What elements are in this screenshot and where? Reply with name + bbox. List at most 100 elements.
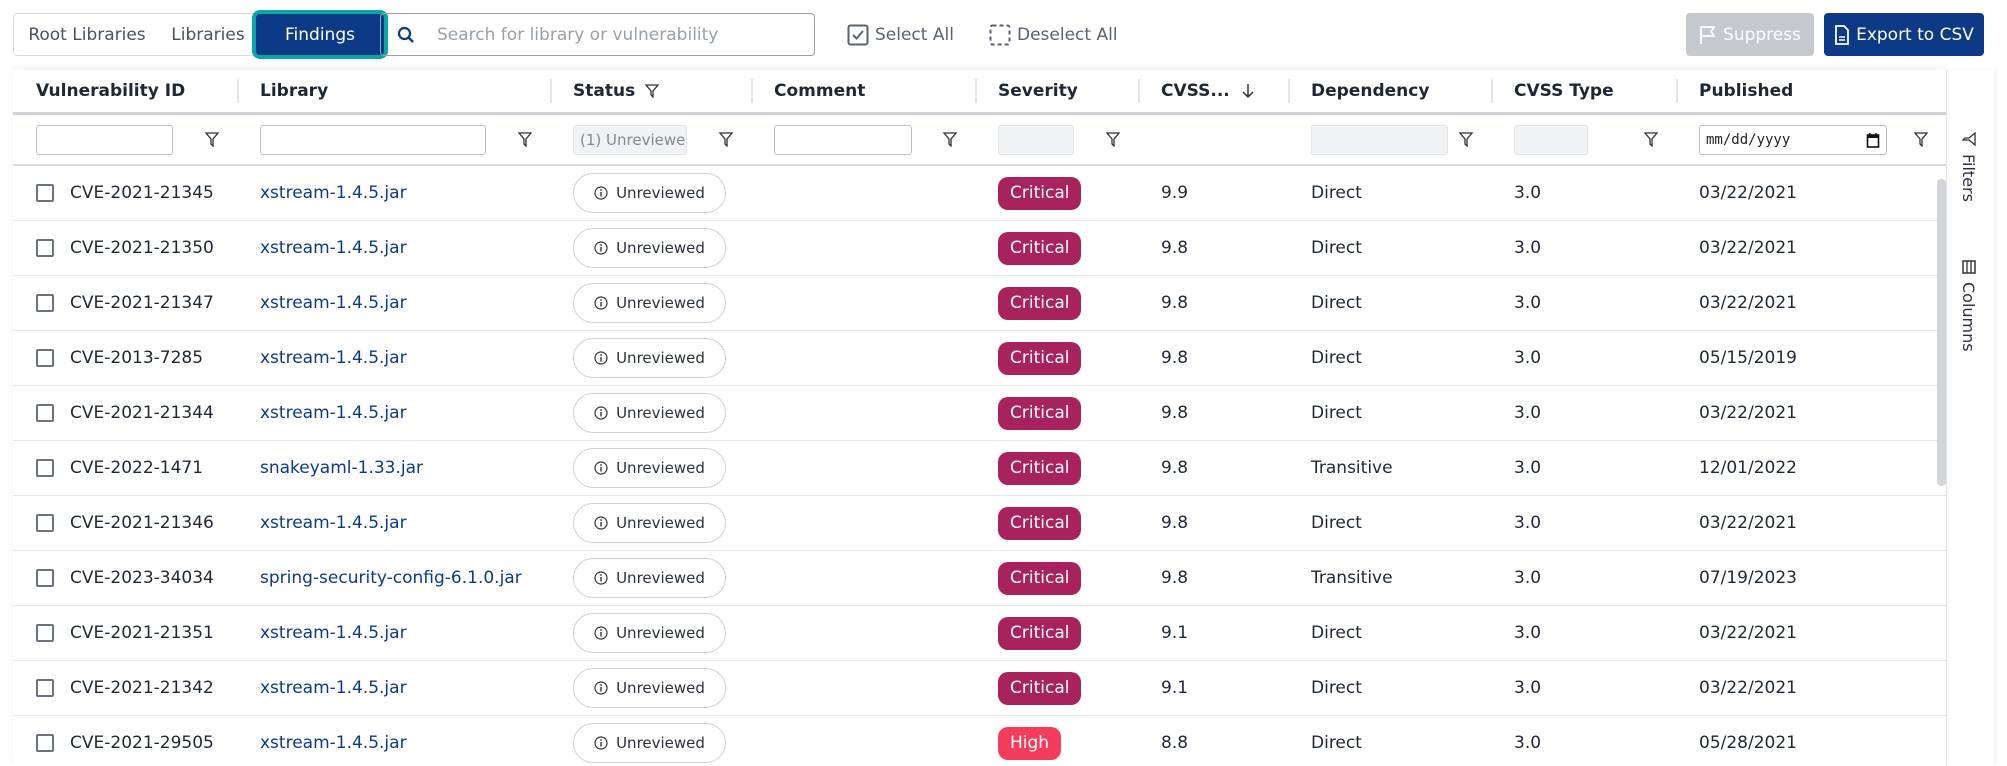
library-link[interactable]: snakeyaml-1.33.jar [260, 458, 424, 478]
tab-root-libraries[interactable]: Root Libraries [13, 13, 161, 56]
suppress-button[interactable]: Suppress [1686, 13, 1814, 56]
cell-cvss: 9.8 [1138, 276, 1288, 330]
vertical-scrollbar[interactable] [1937, 166, 1946, 766]
library-link[interactable]: xstream-1.4.5.jar [260, 183, 407, 203]
col-dependency[interactable]: Dependency [1288, 70, 1491, 112]
filter-icon[interactable] [1106, 132, 1120, 147]
library-link[interactable]: xstream-1.4.5.jar [260, 403, 407, 423]
col-cvss-type[interactable]: CVSS Type [1491, 70, 1676, 112]
filter-icon[interactable] [719, 132, 733, 147]
cell-status: Unreviewed [550, 496, 751, 550]
library-link[interactable]: xstream-1.4.5.jar [260, 238, 407, 258]
cvss-score: 9.8 [1161, 348, 1189, 368]
status-button[interactable]: Unreviewed [573, 668, 726, 708]
cvss-type: 3.0 [1514, 403, 1542, 423]
library-link[interactable]: xstream-1.4.5.jar [260, 293, 407, 313]
filter-icon[interactable] [1914, 132, 1928, 147]
col-vulnerability-id[interactable]: Vulnerability ID [13, 70, 237, 112]
table-row[interactable]: CVE-2021-21350 xstream-1.4.5.jar Unrevie… [13, 221, 1946, 276]
cell-library: xstream-1.4.5.jar [237, 716, 550, 766]
table-row[interactable]: CVE-2021-29505 xstream-1.4.5.jar Unrevie… [13, 716, 1946, 766]
row-checkbox[interactable] [36, 184, 54, 202]
filter-icon[interactable] [518, 132, 532, 147]
status-button[interactable]: Unreviewed [573, 173, 726, 213]
row-checkbox[interactable] [36, 734, 54, 752]
status-filter[interactable]: (1) Unreviewe [573, 124, 687, 155]
library-filter[interactable] [260, 124, 486, 155]
deselect-all-button[interactable]: Deselect All [989, 13, 1118, 56]
vulnerability-id-filter[interactable] [36, 124, 173, 155]
calendar-icon[interactable] [1866, 132, 1880, 148]
row-checkbox[interactable] [36, 294, 54, 312]
cell-comment [751, 276, 975, 330]
comment-filter[interactable] [774, 124, 912, 155]
col-published[interactable]: Published [1676, 70, 1946, 112]
status-button[interactable]: Unreviewed [573, 228, 726, 268]
date-placeholder: mm/dd/yyyy [1706, 131, 1791, 148]
row-checkbox[interactable] [36, 624, 54, 642]
library-link[interactable]: xstream-1.4.5.jar [260, 348, 407, 368]
cell-published: 03/22/2021 [1676, 386, 1946, 440]
cell-status: Unreviewed [550, 276, 751, 330]
scrollbar-thumb[interactable] [1937, 179, 1946, 486]
cell-library: xstream-1.4.5.jar [237, 606, 550, 660]
status-label: Unreviewed [616, 404, 705, 422]
row-checkbox[interactable] [36, 459, 54, 477]
select-all-button[interactable]: Select All [847, 13, 954, 56]
tab-findings[interactable]: Findings [256, 14, 384, 55]
status-button[interactable]: Unreviewed [573, 338, 726, 378]
library-link[interactable]: xstream-1.4.5.jar [260, 733, 407, 753]
cell-cvss: 9.8 [1138, 496, 1288, 550]
row-checkbox[interactable] [36, 514, 54, 532]
table-row[interactable]: CVE-2021-21345 xstream-1.4.5.jar Unrevie… [13, 166, 1946, 221]
col-status[interactable]: Status [550, 70, 751, 112]
filters-panel-toggle[interactable]: Filters [1959, 132, 1978, 202]
dependency-filter[interactable] [1311, 124, 1448, 155]
status-button[interactable]: Unreviewed [573, 613, 726, 653]
table-row[interactable]: CVE-2022-1471 snakeyaml-1.33.jar Unrevie… [13, 441, 1946, 496]
status-button[interactable]: Unreviewed [573, 448, 726, 488]
status-button[interactable]: Unreviewed [573, 558, 726, 598]
published-date-filter[interactable]: mm/dd/yyyy [1699, 124, 1887, 155]
table-row[interactable]: CVE-2021-21342 xstream-1.4.5.jar Unrevie… [13, 661, 1946, 716]
table-row[interactable]: CVE-2021-21347 xstream-1.4.5.jar Unrevie… [13, 276, 1946, 331]
library-link[interactable]: xstream-1.4.5.jar [260, 513, 407, 533]
cell-comment [751, 606, 975, 660]
row-checkbox[interactable] [36, 679, 54, 697]
status-button[interactable]: Unreviewed [573, 283, 726, 323]
filter-icon[interactable] [1459, 132, 1473, 147]
severity-filter[interactable] [998, 124, 1074, 155]
table-row[interactable]: CVE-2021-21344 xstream-1.4.5.jar Unrevie… [13, 386, 1946, 441]
export-csv-button[interactable]: Export to CSV [1824, 13, 1984, 56]
cell-library: xstream-1.4.5.jar [237, 496, 550, 550]
col-cvss[interactable]: CVSS... [1138, 70, 1288, 112]
status-button[interactable]: Unreviewed [573, 393, 726, 433]
library-link[interactable]: xstream-1.4.5.jar [260, 678, 407, 698]
cell-severity: Critical [975, 496, 1138, 550]
search-input[interactable] [437, 24, 814, 45]
col-library[interactable]: Library [237, 70, 550, 112]
row-checkbox[interactable] [36, 239, 54, 257]
table-row[interactable]: CVE-2021-21351 xstream-1.4.5.jar Unrevie… [13, 606, 1946, 661]
filter-icon[interactable] [943, 132, 957, 147]
status-button[interactable]: Unreviewed [573, 723, 726, 763]
row-checkbox[interactable] [36, 349, 54, 367]
vulnerability-id: CVE-2021-21345 [70, 183, 214, 203]
filter-icon[interactable] [205, 132, 219, 147]
row-checkbox[interactable] [36, 404, 54, 422]
filter-cell [975, 115, 1138, 164]
table-row[interactable]: CVE-2013-7285 xstream-1.4.5.jar Unreview… [13, 331, 1946, 386]
library-link[interactable]: spring-security-config-6.1.0.jar [260, 568, 522, 588]
columns-panel-toggle[interactable]: Columns [1959, 260, 1978, 352]
table-row[interactable]: CVE-2021-21346 xstream-1.4.5.jar Unrevie… [13, 496, 1946, 551]
col-severity[interactable]: Severity [975, 70, 1138, 112]
table-row[interactable]: CVE-2023-34034 spring-security-config-6.… [13, 551, 1946, 606]
tab-libraries[interactable]: Libraries [160, 13, 257, 56]
library-link[interactable]: xstream-1.4.5.jar [260, 623, 407, 643]
cvss-type-filter[interactable] [1514, 124, 1588, 155]
row-checkbox[interactable] [36, 569, 54, 587]
filter-icon[interactable] [1644, 132, 1658, 147]
side-panel: Filters Columns [1946, 70, 1994, 766]
status-button[interactable]: Unreviewed [573, 503, 726, 543]
col-comment[interactable]: Comment [751, 70, 975, 112]
